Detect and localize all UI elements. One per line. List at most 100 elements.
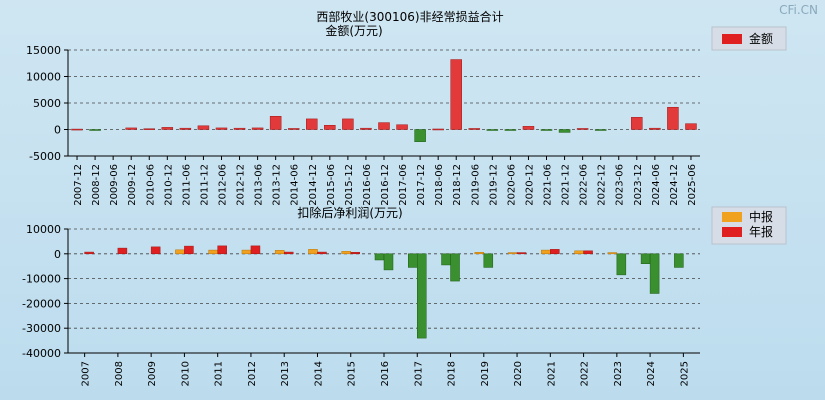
chart1-bar <box>306 118 318 130</box>
chart1-bar <box>414 129 426 142</box>
chart1-plot: 15000 10000 5000 0 -5000 2007-12 2008-12 2009-0… <box>26 44 700 206</box>
chart2-legend-swatch-annual <box>722 227 742 237</box>
chart2-bar-interim <box>208 249 218 255</box>
chart1-subtitle: 金额(万元) <box>325 23 382 38</box>
chart2-ytick-label: -40000 <box>22 347 61 360</box>
chart1-bar <box>667 106 679 130</box>
chart1-bar <box>576 128 589 130</box>
chart2-bar-interim <box>640 253 651 264</box>
chart1-xtick-label: 2025-06 <box>687 164 698 206</box>
chart1-legend: 金额 <box>711 26 787 51</box>
chart2-xtick-label: 2008 <box>114 361 125 386</box>
chart1-xtick-label: 2023-12 <box>633 164 644 206</box>
chart1-xtick-label: 2012-12 <box>236 164 247 206</box>
chart2-xtick-label: 2022 <box>580 361 591 386</box>
chart2-xtick-label: 2016 <box>380 361 391 386</box>
chart1-bar <box>215 127 228 130</box>
watermark: CFi.CN <box>779 3 818 17</box>
chart1-xtick-label: 2022-06 <box>579 164 590 206</box>
chart2-xtick-label: 2019 <box>480 361 491 386</box>
chart2-bar-interim <box>175 249 185 255</box>
chart2-ytick-label: 0 <box>54 248 61 261</box>
chart1-title: 西部牧业(300106)非经常损益合计 <box>316 9 503 24</box>
chart1-xtick-label: 2011-06 <box>181 164 192 206</box>
chart2-bar-interim <box>674 253 684 268</box>
chart1-bar <box>396 124 408 130</box>
chart2-legend: 中报 年报 <box>711 206 787 245</box>
chart2-bar-annual <box>317 251 327 255</box>
chart1-bar <box>558 129 571 133</box>
chart-net-profit: 扣除后净利润(万元) 10000 0 -10000 -20000 -30000 -4000… <box>22 205 787 386</box>
chart2-bar-annual <box>150 246 161 255</box>
chart2-ytick-label: -20000 <box>22 297 61 310</box>
chart2-xtick-label: 2024 <box>646 361 657 386</box>
chart1-bar <box>504 129 517 131</box>
chart1-xtick-label: 2016-12 <box>380 164 391 206</box>
chart2-bar-annual <box>516 252 527 255</box>
chart1-bar <box>161 127 174 130</box>
chart2-xtick-label: 2011 <box>214 361 225 386</box>
chart2-ytick-label: -10000 <box>22 273 61 286</box>
chart1-xtick-label: 2010-12 <box>163 164 174 206</box>
chart2-xtick-label: 2015 <box>347 361 358 386</box>
chart2-xtick-label: 2025 <box>679 361 690 386</box>
chart1-bar <box>143 128 156 130</box>
chart1-bar <box>233 127 246 130</box>
chart1-bar <box>251 127 264 130</box>
chart2-bar-annual <box>250 245 261 255</box>
chart2-bar-annual <box>283 251 294 255</box>
chart1-xtick-label: 2017-06 <box>398 164 409 206</box>
chart2-bar-interim <box>441 253 451 266</box>
chart2-bar-interim <box>408 253 418 268</box>
chart1-bar <box>342 118 354 130</box>
chart2-xtick-label: 2014 <box>313 361 324 386</box>
chart1-bar <box>450 59 462 130</box>
chart1-legend-swatch <box>722 34 742 44</box>
chart1-bar <box>685 123 697 130</box>
chart2-ytick-label: -30000 <box>22 322 61 335</box>
chart2-bar-annual <box>450 253 460 282</box>
chart1-xtick-label: 2011-12 <box>199 164 210 206</box>
chart1-bar <box>197 125 210 130</box>
chart2-bar-annual <box>383 253 394 271</box>
chart1-bar <box>324 125 336 130</box>
chart2-xtick-label: 2021 <box>546 361 557 386</box>
chart1-xtick-label: 2017-12 <box>416 164 427 206</box>
chart1-bar <box>269 116 282 130</box>
chart1-xtick-label: 2015-12 <box>344 164 355 206</box>
chart1-xtick-label: 2024-12 <box>669 164 680 206</box>
chart1-ytick-label: 10000 <box>26 71 61 84</box>
chart2-bar-annual <box>184 245 194 255</box>
chart2-xtick-label: 2010 <box>180 361 191 386</box>
chart1-xtick-label: 2023-06 <box>615 164 626 206</box>
chart1-bar <box>179 127 192 130</box>
chart1-bar <box>631 117 643 130</box>
chart1-xtick-label: 2020-06 <box>506 164 517 206</box>
chart1-ytick-label: 5000 <box>33 97 61 110</box>
chart1-bar <box>360 127 372 130</box>
chart1-xtick-label: 2015-06 <box>326 164 337 206</box>
chart1-bar <box>89 129 101 131</box>
chart1-bar <box>486 129 499 131</box>
chart2-bar-interim <box>607 252 618 255</box>
chart2-legend-label-interim: 中报 <box>749 209 773 224</box>
chart2-legend-swatch-interim <box>722 212 742 222</box>
chart2-bar-annual <box>84 251 94 255</box>
chart1-bar <box>540 129 553 131</box>
chart2-bar-annual <box>583 250 593 255</box>
chart1-xtick-label: 2009-06 <box>109 164 120 206</box>
chart1-ytick-label: 0 <box>54 124 61 137</box>
chart2-xtick-label: 2020 <box>513 361 524 386</box>
chart1-xtick-label: 2019-12 <box>488 164 499 206</box>
chart1-bar <box>378 122 390 130</box>
chart2-bar-annual <box>117 247 128 255</box>
chart1-xtick-label: 2014-06 <box>290 164 301 206</box>
chart2-bar-interim <box>274 250 285 255</box>
chart2-bar-annual <box>616 253 627 276</box>
chart1-xtick-label: 2010-06 <box>145 164 156 206</box>
chart2-bar-interim <box>474 252 485 255</box>
chart2-xtick-label: 2018 <box>447 361 458 386</box>
chart2-plot: 10000 0 -10000 -20000 -30000 -40000 2007 2008 20… <box>22 223 700 386</box>
chart1-xtick-label: 2019-06 <box>470 164 481 206</box>
chart1-xtick-label: 2021-06 <box>543 164 554 206</box>
